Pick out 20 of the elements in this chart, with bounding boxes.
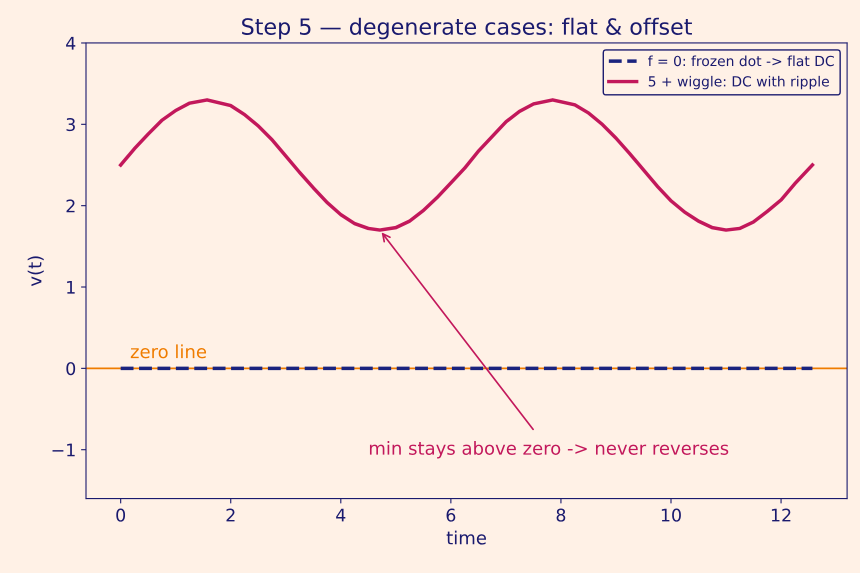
legend-label: 5 + wiggle: DC with ripple: [648, 76, 829, 90]
x-tick-label: 12: [772, 508, 790, 522]
y-tick-label: 4: [66, 36, 76, 50]
y-tick-label: 2: [66, 199, 75, 212]
y-tick-label: 3: [66, 118, 75, 132]
x-tick-label: 4: [336, 508, 346, 522]
x-tick-label: 2: [226, 508, 235, 522]
x-tick-label: 0: [116, 508, 126, 522]
y-tick-label: 0: [66, 362, 76, 376]
x-tick-label: 10: [662, 508, 681, 522]
y-tick-label: −1: [52, 444, 75, 456]
y-tick-label: 1: [67, 280, 75, 294]
ref-line-label: zero line: [130, 344, 206, 358]
chart-title: Step 5 — degenerate cases: flat & offset: [242, 18, 692, 40]
x-tick-label: 8: [556, 508, 566, 522]
x-tick-label: 6: [446, 508, 456, 522]
legend-label: f = 0: frozen dot -> flat DC: [648, 55, 834, 66]
x-axis-title: time: [446, 530, 486, 545]
annotation: min stays above zero -> never reverses: [370, 440, 728, 458]
y-axis-title: v(t): [28, 256, 44, 286]
